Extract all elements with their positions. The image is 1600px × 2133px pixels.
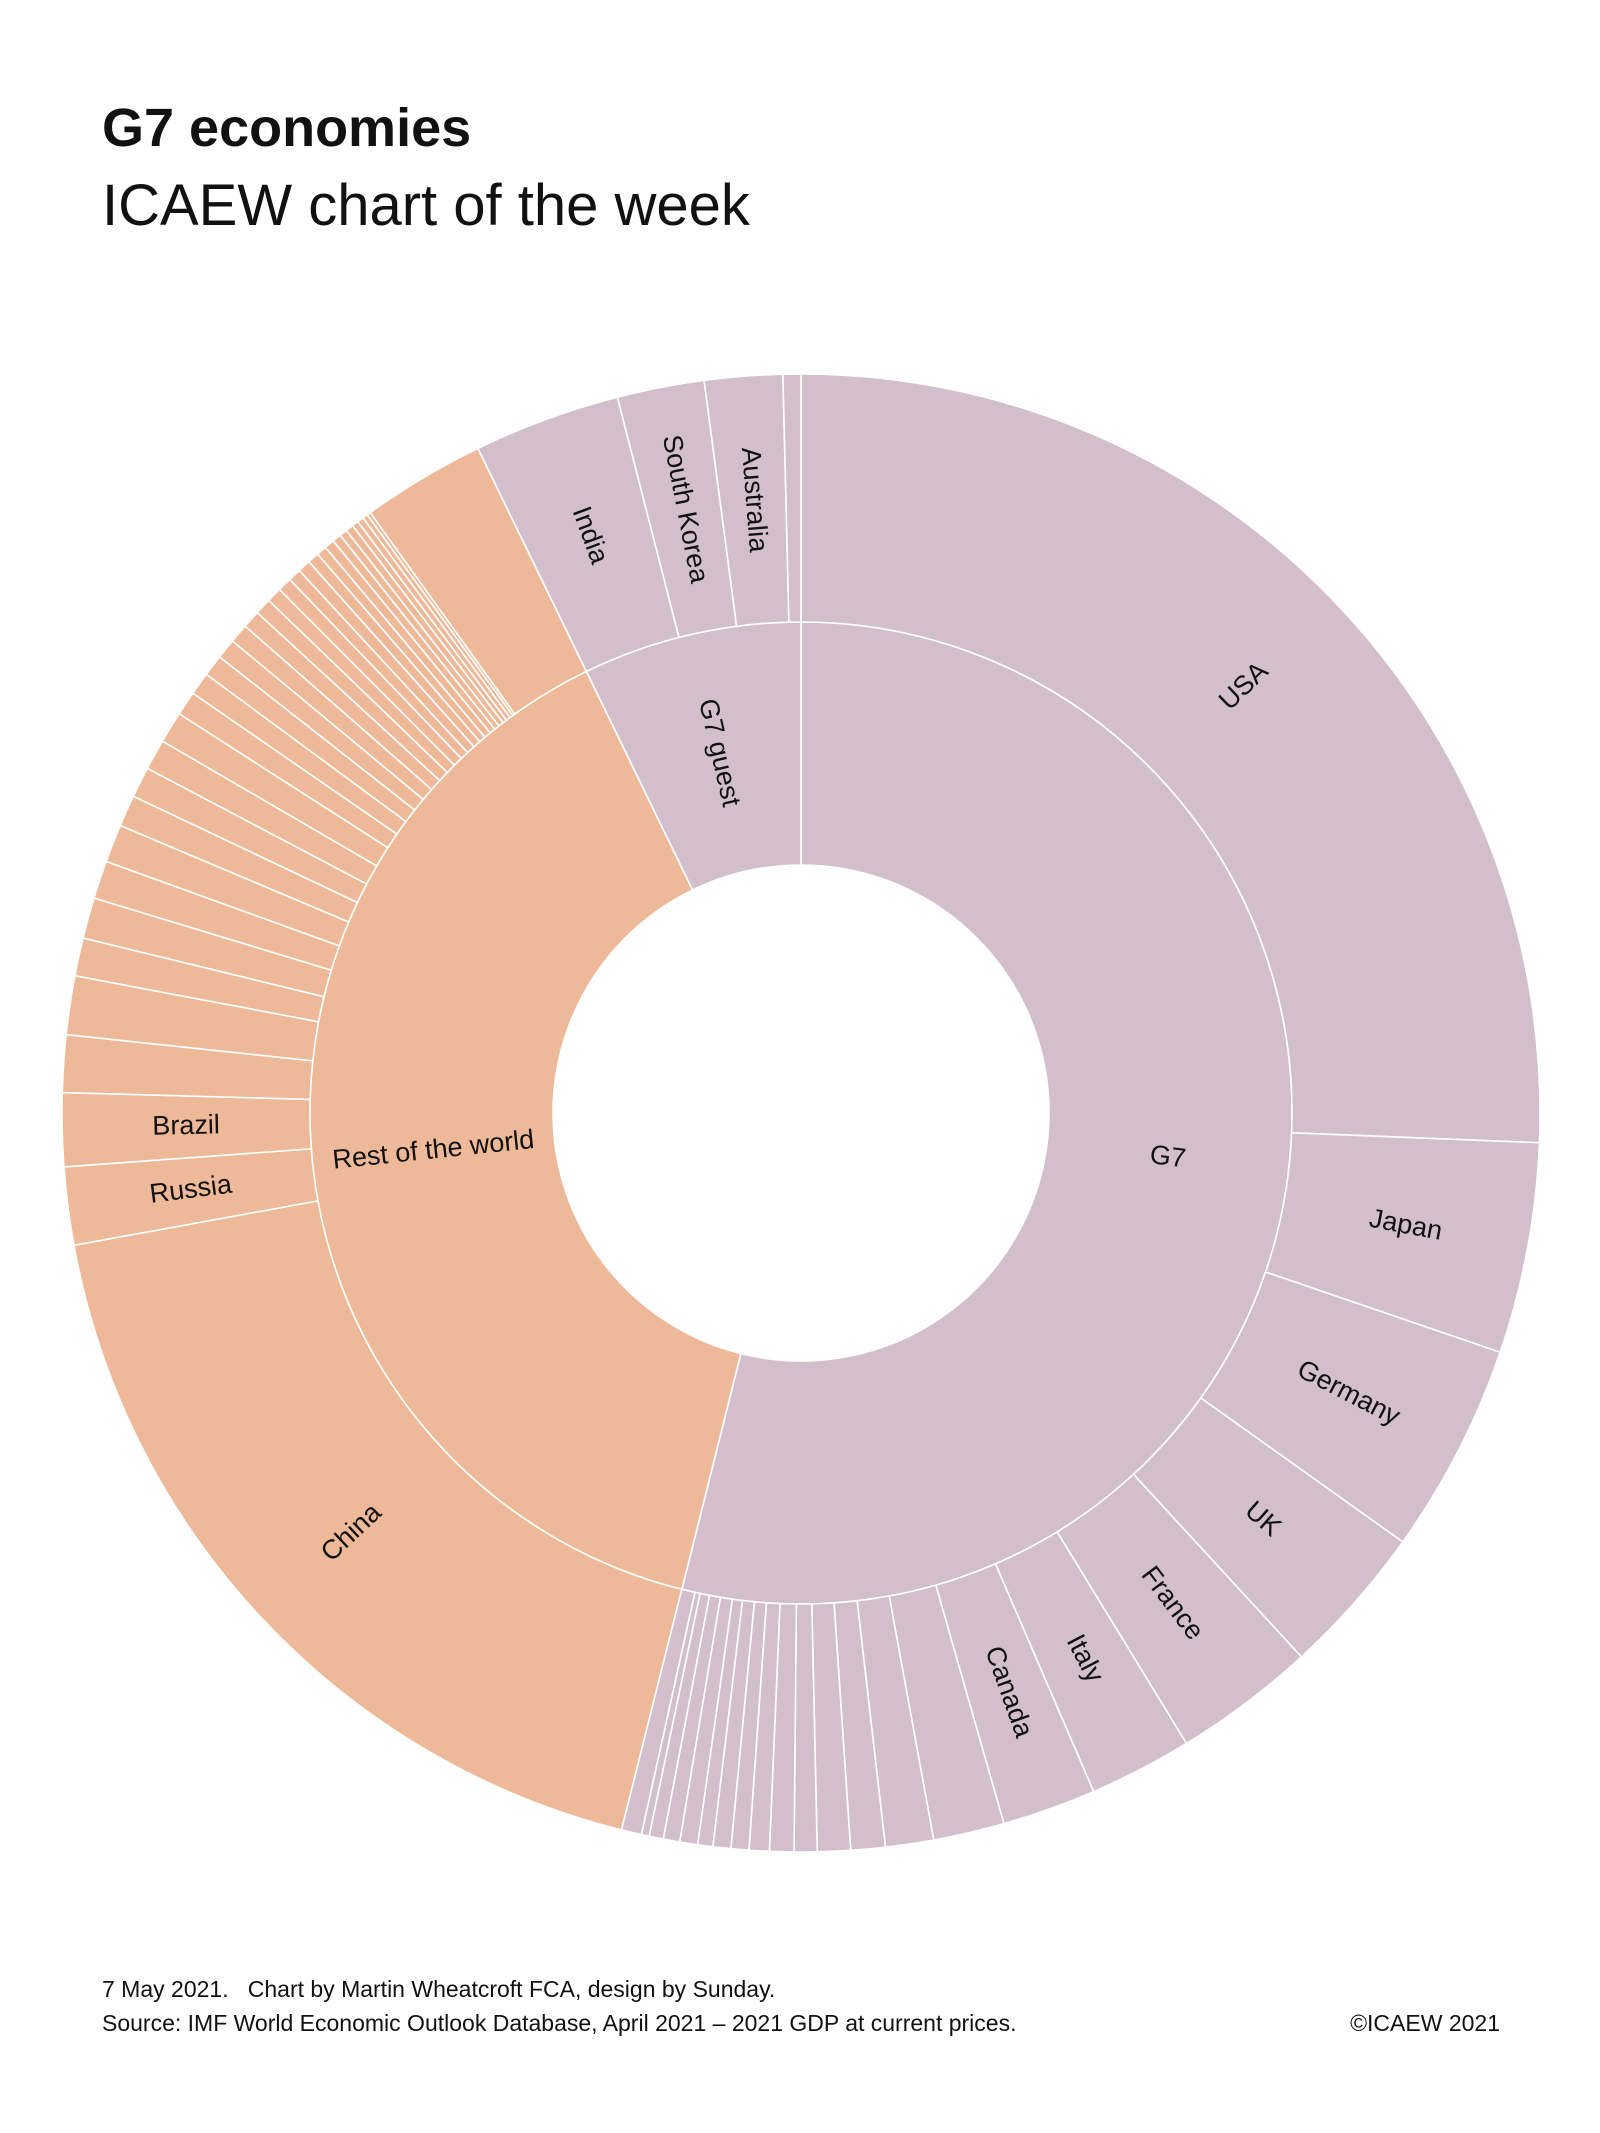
- outer-slice: [800, 373, 1541, 1144]
- chart-title: G7 economies: [102, 98, 471, 158]
- footnote: 7 May 2021. Chart by Martin Wheatcroft F…: [102, 1976, 775, 2002]
- outer-slice: [73, 1199, 683, 1831]
- slice-label: G7: [1148, 1139, 1187, 1173]
- slice-label: Brazil: [152, 1109, 220, 1141]
- chart-subtitle: ICAEW chart of the week: [102, 173, 751, 238]
- copyright: ©ICAEW 2021: [1350, 2010, 1500, 2036]
- sunburst: [61, 373, 1541, 1853]
- source-note: Source: IMF World Economic Outlook Datab…: [102, 2010, 1016, 2036]
- outer-slice: [782, 373, 802, 623]
